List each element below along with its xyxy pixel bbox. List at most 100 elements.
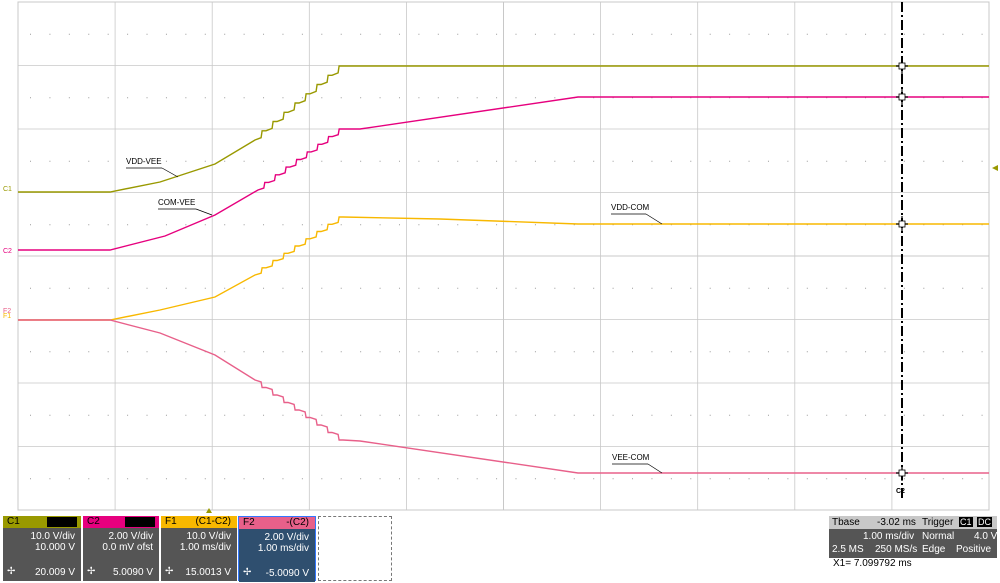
- trigger-position-marker[interactable]: [206, 508, 212, 513]
- grid-dot: [243, 414, 245, 416]
- grid-dot: [107, 478, 109, 480]
- grid-dot: [806, 414, 808, 416]
- grid-dot: [418, 351, 420, 353]
- grid-dot: [923, 414, 925, 416]
- channel-c1-panel[interactable]: C1 DC1M 10.0 V/div 10.000 V ✢ 20.009 V: [3, 516, 81, 581]
- grid-dot: [321, 351, 323, 353]
- grid-dot: [690, 224, 692, 226]
- grid-dot: [767, 478, 769, 480]
- grid-dot: [398, 160, 400, 162]
- f2-ground-marker[interactable]: F2: [3, 308, 11, 315]
- grid-dot: [515, 478, 517, 480]
- grid-dot: [321, 478, 323, 480]
- grid-dot: [670, 478, 672, 480]
- grid-dot: [690, 351, 692, 353]
- measure-icon: ✢: [243, 567, 252, 578]
- grid-dot: [398, 414, 400, 416]
- grid-dot: [185, 351, 187, 353]
- grid-dot: [282, 414, 284, 416]
- trace-f2: [18, 319, 989, 474]
- grid-dot: [787, 478, 789, 480]
- grid-dot: [476, 160, 478, 162]
- grid-dot: [476, 414, 478, 416]
- grid-dot: [962, 224, 964, 226]
- grid-dot: [457, 224, 459, 226]
- f1-ground-marker[interactable]: F1: [3, 313, 11, 320]
- grid-dot: [476, 287, 478, 289]
- grid-dot: [68, 287, 70, 289]
- empty-channel-slot[interactable]: [318, 516, 392, 581]
- grid-dot: [826, 351, 828, 353]
- trace-c2: [18, 96, 989, 251]
- grid-dot: [942, 351, 944, 353]
- grid-dot: [709, 287, 711, 289]
- grid-dot: [884, 33, 886, 35]
- channel-c2-panel[interactable]: C2 DC1M 2.00 V/div 0.0 mV ofst ✢ 5.0090 …: [83, 516, 159, 581]
- grid-dot: [224, 224, 226, 226]
- grid-dot: [515, 351, 517, 353]
- grid-dot: [923, 478, 925, 480]
- grid-dot: [632, 478, 634, 480]
- grid-dot: [670, 33, 672, 35]
- grid-dot: [767, 351, 769, 353]
- grid-dot: [923, 160, 925, 162]
- grid-dot: [165, 160, 167, 162]
- grid-dot: [709, 478, 711, 480]
- grid-dot: [787, 97, 789, 99]
- grid-dot: [204, 478, 206, 480]
- grid-dot: [651, 287, 653, 289]
- grid-dot: [224, 33, 226, 35]
- grid-dot: [826, 224, 828, 226]
- grid-dot: [806, 478, 808, 480]
- grid-dot: [573, 478, 575, 480]
- grid-dot: [282, 97, 284, 99]
- timebase-label: Tbase: [832, 517, 860, 528]
- grid-dot: [107, 351, 109, 353]
- trace-c1: [18, 65, 989, 193]
- grid-dot: [903, 478, 905, 480]
- grid-dot: [30, 33, 31, 35]
- grid-dot: [224, 287, 226, 289]
- trigger-level-marker[interactable]: [992, 165, 998, 171]
- grid-dot: [806, 160, 808, 162]
- grid-dot: [806, 351, 808, 353]
- grid-dot: [748, 33, 750, 35]
- grid-dot: [923, 224, 925, 226]
- cursor-crosses: [896, 58, 908, 481]
- grid-dot: [826, 478, 828, 480]
- grid-dot: [146, 97, 148, 99]
- grid-dot: [437, 351, 439, 353]
- measurement-value: 20.009 V: [34, 567, 75, 578]
- c2-ground-marker[interactable]: C2: [3, 248, 12, 255]
- grid-dot: [534, 478, 536, 480]
- grid-dot: [534, 97, 536, 99]
- grid-dot: [185, 478, 187, 480]
- grid-dot: [127, 351, 129, 353]
- grid-dot: [903, 351, 905, 353]
- grid-dot: [554, 224, 556, 226]
- grid-dot: [612, 224, 614, 226]
- grid-dot: [593, 478, 595, 480]
- grid-dot: [204, 33, 206, 35]
- grid-dot: [49, 224, 51, 226]
- timebase-trigger-panel[interactable]: Tbase -3.02 ms Trigger C1 DC 1.00 ms/div…: [829, 516, 997, 558]
- c1-ground-marker[interactable]: C1: [3, 186, 12, 193]
- grid-dot: [903, 287, 905, 289]
- waveform-traces: [18, 65, 989, 474]
- math-f1-panel[interactable]: F1 (C1-C2) 10.0 V/div 1.00 ms/div ✢ 15.0…: [161, 516, 237, 581]
- grid-dot: [534, 33, 536, 35]
- grid-dot: [360, 478, 362, 480]
- grid-dot: [282, 160, 284, 162]
- grid-dot: [962, 351, 964, 353]
- grid-dot: [962, 97, 964, 99]
- vertical-scale: 10.0 V/div: [30, 531, 75, 542]
- grid-dot: [884, 478, 886, 480]
- grid-dot: [457, 414, 459, 416]
- grid-dot: [49, 478, 51, 480]
- grid-dot: [612, 287, 614, 289]
- grid-dot: [962, 478, 964, 480]
- grid-dot: [865, 414, 867, 416]
- grid-dot: [204, 287, 206, 289]
- grid-dot: [709, 351, 711, 353]
- math-f2-panel[interactable]: F2 -(C2) 2.00 V/div 1.00 ms/div ✢ -5.009…: [238, 516, 316, 582]
